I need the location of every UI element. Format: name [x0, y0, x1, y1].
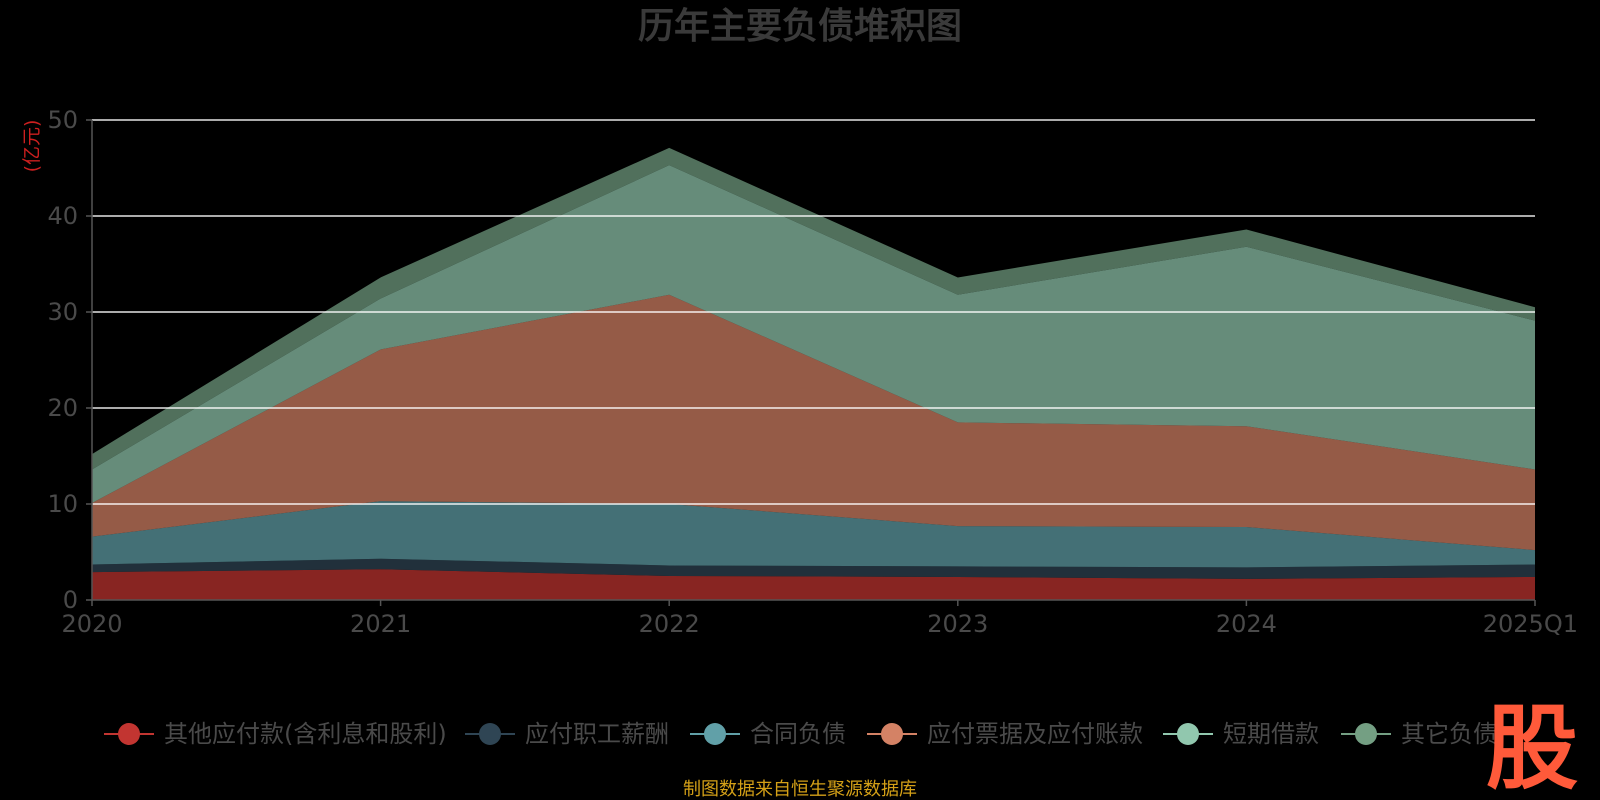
legend-marker-1: [479, 723, 501, 745]
legend-marker-0: [118, 723, 140, 745]
x-tick-label-3: 2023: [927, 610, 988, 638]
chart-title: 历年主要负债堆积图: [638, 6, 962, 47]
area-series-3: [92, 294, 1535, 551]
legend-item-1[interactable]: 应付职工薪酬: [465, 720, 669, 748]
legend-item-2[interactable]: 合同负债: [690, 720, 846, 748]
x-tick-label-0: 2020: [61, 610, 122, 638]
legend-marker-4: [1177, 723, 1199, 745]
legend: 其他应付款(含利息和股利) 应付职工薪酬 合同负债 应付票据及应付账款 短期借款 其它负债: [104, 720, 1497, 748]
y-tick-label-1: 10: [47, 490, 78, 518]
x-tick-label-4: 2024: [1216, 610, 1277, 638]
legend-marker-2: [704, 723, 726, 745]
y-tick-label-5: 50: [47, 106, 78, 134]
legend-label-0: 其他应付款(含利息和股利): [164, 720, 447, 748]
y-tick-label-0: 0: [63, 586, 78, 614]
area-series-0: [92, 569, 1535, 600]
legend-item-4[interactable]: 短期借款: [1163, 720, 1319, 748]
legend-label-2: 合同负债: [750, 720, 846, 748]
legend-label-3: 应付票据及应付账款: [927, 720, 1143, 748]
y-tick-label-3: 30: [47, 298, 78, 326]
legend-item-5[interactable]: 其它负债: [1341, 720, 1497, 748]
area-series-1: [92, 558, 1535, 579]
legend-marker-3: [881, 723, 903, 745]
area-series-group: [92, 147, 1535, 600]
x-tick-label-1: 2021: [350, 610, 411, 638]
y-tick-label-2: 20: [47, 394, 78, 422]
area-series-4: [92, 165, 1535, 504]
legend-label-1: 应付职工薪酬: [525, 720, 669, 748]
y-axis-label: (亿元): [21, 120, 43, 173]
x-tick-label-2: 2022: [639, 610, 700, 638]
legend-item-0[interactable]: 其他应付款(含利息和股利): [104, 720, 447, 748]
legend-label-5: 其它负债: [1401, 720, 1497, 748]
x-tick-label-5: 2025Q1: [1483, 610, 1578, 638]
grid-lines: [92, 119, 1535, 505]
legend-item-3[interactable]: 应付票据及应付账款: [867, 720, 1143, 748]
legend-label-4: 短期借款: [1223, 720, 1319, 748]
watermark-logo: 股: [1486, 695, 1578, 800]
axes: 0 10 20 30 40 50 2020 2021 2022 2023 2024 2025Q1: [47, 106, 1578, 638]
source-note: 制图数据来自恒生聚源数据库: [683, 779, 917, 800]
legend-marker-5: [1355, 723, 1377, 745]
y-tick-label-4: 40: [47, 202, 78, 230]
area-series-2: [92, 501, 1535, 568]
